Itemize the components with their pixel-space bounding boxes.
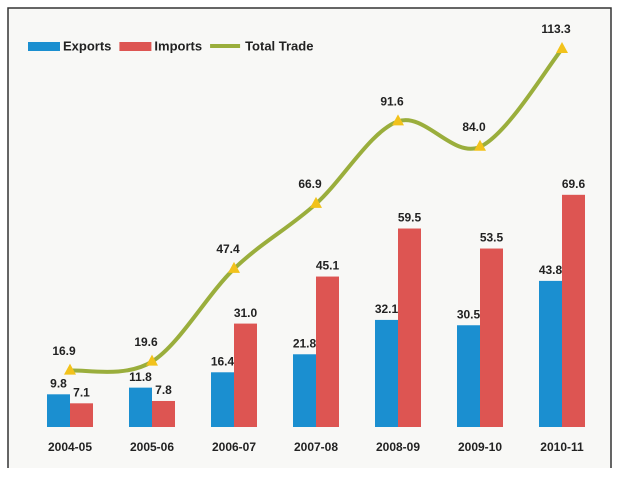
x-tick-label: 2009-10 [458, 440, 502, 454]
bar [129, 387, 152, 427]
legend-swatch [119, 42, 152, 51]
line-label: 84.0 [462, 120, 486, 134]
legend-swatch [28, 42, 60, 51]
bar-label: 31.0 [234, 306, 258, 320]
bar-label: 69.6 [562, 177, 586, 191]
line-marker [556, 42, 568, 54]
bar-label: 7.8 [155, 383, 172, 397]
line-marker [64, 363, 76, 375]
bar-label: 32.1 [375, 302, 399, 316]
bar [375, 319, 398, 427]
x-tick-label: 2004-05 [48, 440, 92, 454]
legend-label: Exports [63, 38, 111, 53]
bar-label: 9.8 [50, 376, 67, 390]
bar [562, 194, 585, 427]
line-marker [392, 114, 404, 126]
bar-label: 53.5 [480, 231, 504, 245]
bar-label: 11.8 [129, 370, 152, 384]
legend-label: Total Trade [245, 38, 313, 53]
bar [316, 276, 339, 427]
line-marker [310, 196, 322, 208]
line-label: 113.3 [541, 22, 571, 36]
bar [480, 248, 503, 427]
bar-label: 43.8 [539, 263, 563, 277]
legend-swatch [210, 44, 241, 48]
line-marker [146, 354, 158, 366]
line-label: 19.6 [134, 335, 158, 349]
bar [398, 228, 421, 427]
bar-label: 16.4 [211, 354, 235, 368]
line-label: 66.9 [298, 177, 322, 191]
bar-label: 21.8 [293, 336, 317, 350]
x-tick-label: 2006-07 [212, 440, 256, 454]
line-marker [474, 139, 486, 151]
bar-label: 30.5 [457, 307, 481, 321]
x-tick-label: 2007-08 [294, 440, 338, 454]
line-label: 16.9 [52, 344, 76, 358]
line-marker [228, 261, 240, 273]
bar [234, 323, 257, 427]
bar [70, 403, 93, 427]
bar [293, 354, 316, 427]
x-tick-label: 2010-11 [540, 440, 584, 454]
x-tick-label: 2008-09 [376, 440, 420, 454]
bar-label: 59.5 [398, 211, 422, 225]
x-tick-label: 2005-06 [130, 440, 174, 454]
line-label: 91.6 [380, 95, 404, 109]
legend-label: Imports [154, 38, 202, 53]
bottom-mask [0, 468, 618, 478]
bar [47, 394, 70, 427]
line-label: 47.4 [216, 242, 240, 256]
bar-label: 45.1 [316, 259, 340, 273]
bar [539, 280, 562, 427]
bar-label: 7.1 [73, 385, 90, 399]
bar [152, 400, 175, 427]
bar [211, 372, 234, 427]
bar [457, 325, 480, 427]
